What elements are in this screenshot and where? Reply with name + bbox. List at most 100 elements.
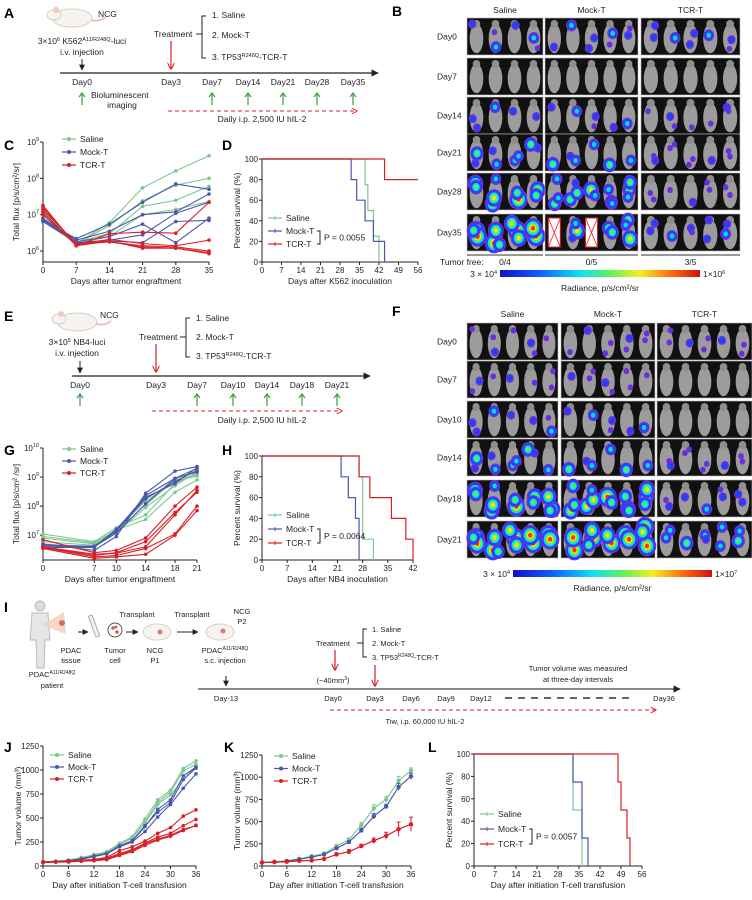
- signal-blob: [706, 186, 713, 193]
- signal-blob: [605, 532, 610, 538]
- signal-blob: [650, 196, 657, 203]
- signal-blob: [591, 141, 597, 148]
- signal-blob: [623, 346, 630, 353]
- chart-j: 0 6 12 18 24 30 36 0 250 500 750 1000 1250 Day after …: [13, 742, 201, 890]
- mouse-image: [716, 403, 731, 437]
- mouse-image: [484, 216, 507, 254]
- y-tick-label: 20: [249, 237, 258, 246]
- data-point: [195, 465, 199, 470]
- signal-blob: [477, 378, 483, 384]
- data-point: [194, 817, 198, 822]
- panel-label-e: E: [4, 308, 13, 324]
- mouse-image: [546, 136, 561, 172]
- data-point: [41, 546, 45, 551]
- mouse-image: [542, 403, 557, 438]
- legend-item-tcr: TCR-T: [268, 538, 312, 548]
- imaging-arrowhead-icon: [279, 92, 287, 98]
- x-tick-label: 28: [554, 870, 563, 879]
- mouse-image: [524, 136, 542, 170]
- legend-label: Saline: [286, 510, 310, 520]
- mouse-image: [601, 325, 615, 359]
- x-tick-label: 35: [575, 870, 584, 879]
- mouse-image: [539, 523, 560, 557]
- signal-blob: [493, 228, 499, 233]
- mouse-image: [547, 99, 561, 133]
- injection-dose: 3×105 NB4-luci: [49, 337, 106, 347]
- mouse-image: [526, 99, 541, 133]
- treatment-bracket: [357, 628, 367, 658]
- signal-blob: [474, 456, 479, 461]
- mean-point: [321, 856, 327, 862]
- x-tick-label: 0: [260, 870, 265, 879]
- mouse-image: [663, 60, 678, 94]
- data-point: [155, 810, 160, 815]
- signal-blob: [589, 462, 595, 469]
- arm-1: 1. Saline: [372, 625, 401, 634]
- il2-dosing-label: Tiw, i.p. 60,000 IU hIL-2: [386, 717, 465, 726]
- panel-b-bioluminescence-images: Saline Mock-T TCR-T Day0 Day7 Day14 Day21 Day28…: [437, 5, 741, 293]
- individual-mouse-line: [42, 479, 198, 544]
- y-axis-title: Total flux [p/s/cm²/sr]: [11, 163, 21, 241]
- legend-label: TCR-T: [286, 538, 312, 548]
- signal-blob: [474, 151, 480, 156]
- mouse-image: [638, 480, 655, 516]
- signal-blob: [740, 499, 745, 505]
- signal-blob: [667, 144, 673, 152]
- mouse-image: [466, 523, 487, 557]
- imaging-day-label: Day0: [437, 337, 457, 347]
- data-point: [174, 246, 178, 250]
- mouse-image: [634, 516, 657, 557]
- data-point: [143, 842, 147, 846]
- signal-blob: [585, 327, 591, 334]
- colorbar-min-label: 3 × 104: [483, 569, 510, 579]
- signal-blob: [555, 195, 561, 201]
- chart-c: 0 7 14 21 28 35 106 107 108 109 Days after tumor e…: [11, 134, 214, 286]
- signal-blob: [590, 412, 596, 418]
- mouse-image: [678, 325, 694, 359]
- data-point: [143, 552, 148, 557]
- signal-blob: [497, 242, 502, 248]
- mouse-image: [603, 175, 619, 210]
- signal-blob: [729, 36, 734, 43]
- mouse-image: [584, 20, 599, 54]
- signal-blob: [706, 32, 712, 38]
- mouse-image: [622, 136, 637, 170]
- signal-blob: [471, 228, 476, 233]
- individual-mouse-line: [42, 201, 210, 247]
- signal-blob: [472, 465, 478, 471]
- data-point: [207, 192, 211, 196]
- signal-blob: [607, 427, 614, 434]
- data-point: [41, 860, 45, 864]
- individual-mouse-line: [42, 471, 198, 545]
- signal-blob: [626, 508, 632, 514]
- signal-blob: [551, 44, 557, 50]
- mean-point: [396, 778, 401, 783]
- mean-point: [334, 852, 339, 857]
- signal-blob: [606, 186, 611, 193]
- data-point: [140, 230, 145, 235]
- data-point: [79, 858, 84, 863]
- mouse-image: [697, 363, 712, 397]
- panel-label-g: G: [4, 442, 15, 458]
- x-tick-label: 18: [332, 870, 341, 879]
- mouse-image: [469, 60, 484, 94]
- legend-marker: [67, 137, 71, 141]
- mouse-image: [722, 20, 738, 54]
- data-point: [130, 835, 135, 840]
- data-point: [114, 527, 119, 532]
- signal-blob: [667, 527, 673, 533]
- signal-blob: [474, 429, 480, 435]
- signal-blob: [470, 115, 476, 122]
- timeline-day-label: Day3: [161, 77, 181, 87]
- mean-point: [408, 822, 414, 827]
- data-point: [207, 187, 211, 192]
- signal-blob: [574, 190, 580, 196]
- signal-blob: [623, 222, 628, 228]
- signal-blob: [516, 153, 521, 159]
- data-point: [143, 517, 148, 522]
- mouse-image: [716, 325, 731, 359]
- data-point: [195, 488, 199, 493]
- mouse-image: [601, 441, 617, 475]
- mouse-image: [584, 60, 599, 94]
- mouse-image: [659, 363, 674, 397]
